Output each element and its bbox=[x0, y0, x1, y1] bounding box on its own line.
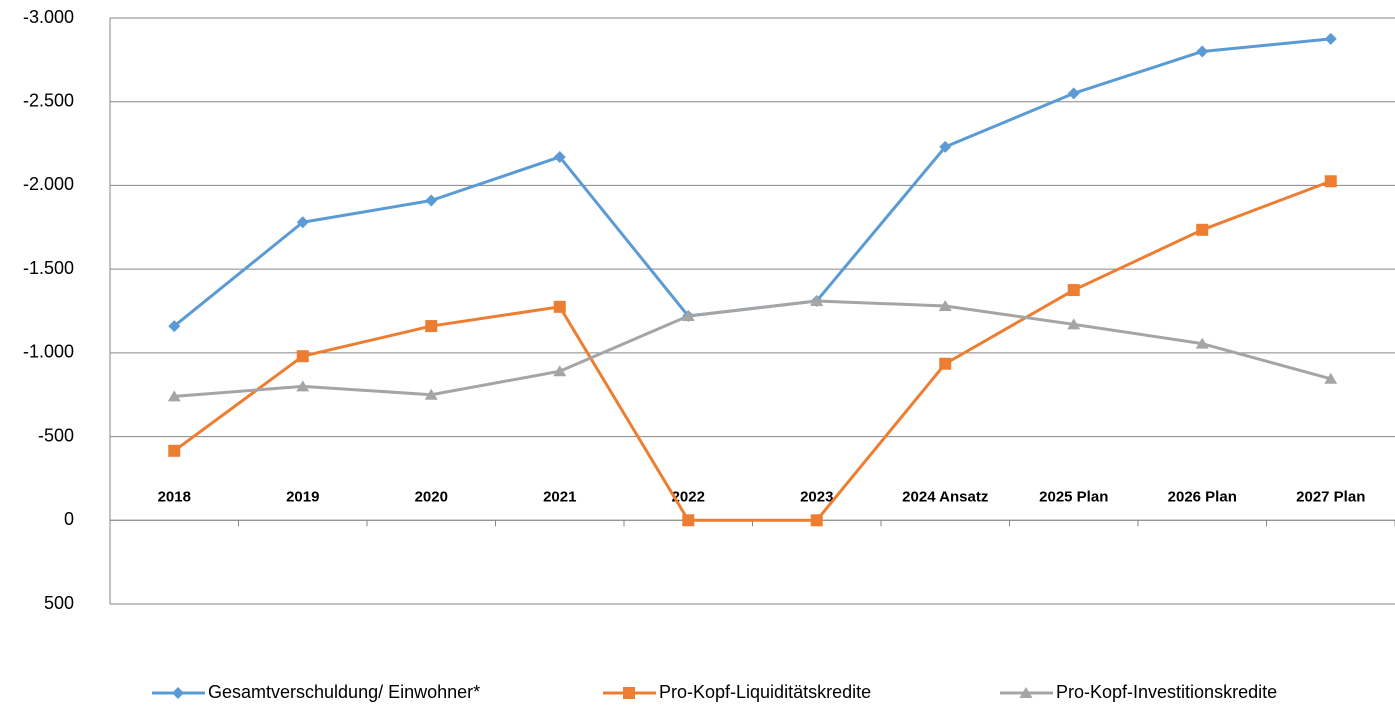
marker bbox=[938, 299, 952, 311]
marker bbox=[1196, 45, 1209, 58]
marker bbox=[1196, 223, 1209, 236]
legend-label: Gesamtverschuldung/ Einwohner* bbox=[208, 682, 480, 702]
marker bbox=[682, 514, 695, 527]
marker bbox=[553, 300, 566, 313]
x-tick-label: 2020 bbox=[415, 488, 448, 505]
marker bbox=[1019, 687, 1033, 698]
marker bbox=[296, 350, 309, 363]
y-tick-label: -500 bbox=[38, 425, 74, 445]
y-tick-label: -3.000 bbox=[23, 7, 74, 27]
y-tick-label: -2.500 bbox=[23, 90, 74, 110]
legend-label: Pro-Kopf-Liquiditätskredite bbox=[659, 682, 871, 702]
marker bbox=[810, 294, 824, 306]
marker bbox=[1195, 337, 1209, 349]
marker bbox=[168, 444, 181, 457]
marker bbox=[553, 150, 566, 163]
x-tick-label: 2025 Plan bbox=[1039, 488, 1108, 505]
y-tick-label: 500 bbox=[44, 593, 74, 613]
y-tick-label: -1.000 bbox=[23, 342, 74, 362]
marker bbox=[168, 320, 181, 333]
marker bbox=[1067, 318, 1081, 330]
legend-label: Pro-Kopf-Investitionskredite bbox=[1056, 682, 1277, 702]
marker bbox=[939, 357, 952, 370]
y-tick-label: -1.500 bbox=[23, 258, 74, 278]
x-tick-label: 2024 Ansatz bbox=[902, 488, 988, 505]
x-tick-label: 2023 bbox=[800, 488, 833, 505]
x-tick-label: 2026 Plan bbox=[1168, 488, 1237, 505]
series-line bbox=[173, 37, 1331, 328]
marker bbox=[425, 194, 438, 207]
marker bbox=[939, 140, 952, 153]
marker bbox=[296, 216, 309, 229]
x-tick-label: 2022 bbox=[672, 488, 705, 505]
series-line bbox=[174, 299, 1332, 398]
x-tick-label: 2021 bbox=[543, 488, 576, 505]
marker bbox=[623, 687, 635, 699]
marker bbox=[1067, 87, 1080, 100]
marker bbox=[296, 380, 310, 392]
x-tick-label: 2019 bbox=[286, 488, 319, 505]
marker bbox=[1324, 175, 1337, 188]
marker bbox=[553, 365, 567, 377]
marker bbox=[810, 514, 823, 527]
y-tick-label: 0 bbox=[64, 509, 74, 529]
marker bbox=[681, 310, 695, 322]
marker bbox=[1067, 284, 1080, 297]
marker bbox=[425, 320, 438, 333]
marker bbox=[172, 687, 184, 699]
marker bbox=[167, 390, 181, 402]
y-tick-label: -2.000 bbox=[23, 174, 74, 194]
marker bbox=[1324, 372, 1338, 384]
x-tick-label: 2027 Plan bbox=[1296, 488, 1365, 505]
marker bbox=[1324, 32, 1337, 45]
series-line bbox=[173, 179, 1332, 522]
x-tick-label: 2018 bbox=[158, 488, 191, 505]
marker bbox=[424, 388, 438, 400]
